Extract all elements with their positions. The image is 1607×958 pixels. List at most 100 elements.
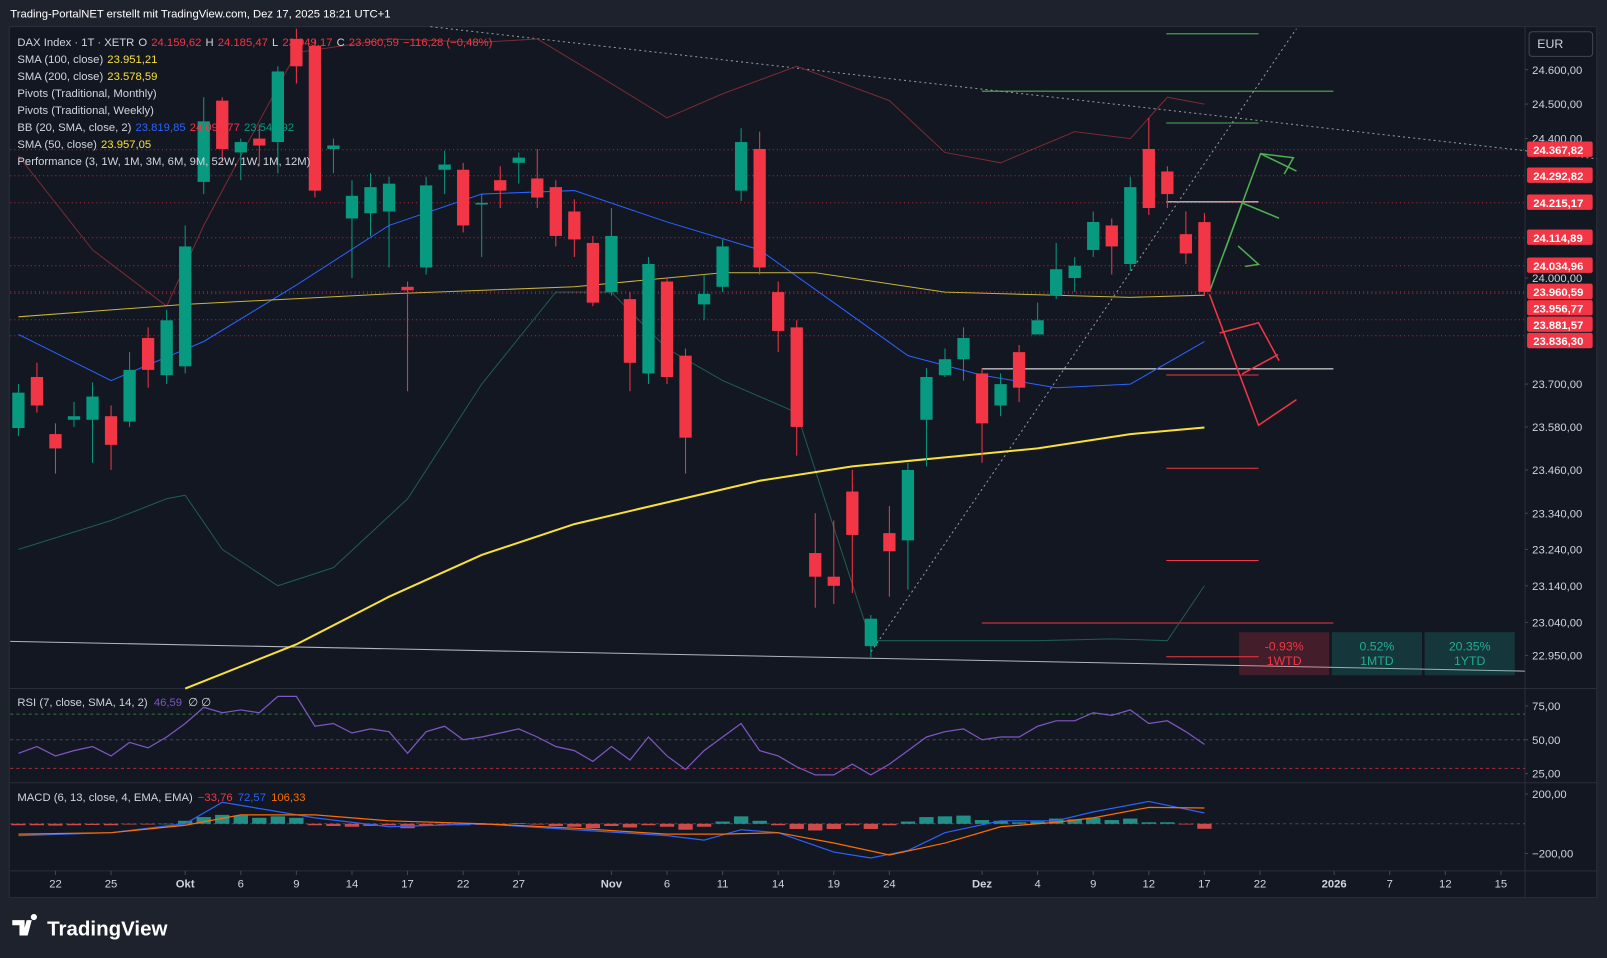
legend-row: Pivots (Traditional, Weekly) (17, 105, 154, 117)
candle-body (716, 246, 729, 287)
x-tick-label: 9 (293, 878, 299, 890)
indicator-line (18, 806, 1205, 856)
macd-histogram-bar (808, 823, 823, 831)
legend-text: MACD (6, 13, close, 4, EMA, EMA) (17, 792, 193, 804)
macd-histogram-bar (48, 823, 63, 826)
x-tick-label: 27 (512, 878, 525, 890)
legend-row: SMA (100, close) 23.951,21 (17, 54, 157, 66)
candle-body (975, 373, 989, 424)
macd-histogram-bar (1160, 822, 1175, 824)
macd-histogram-bar (733, 816, 749, 824)
macd-histogram-bar (530, 823, 545, 825)
legend-text: 23.960,59 (349, 37, 399, 49)
candle-body (994, 384, 1007, 406)
logo-icon (12, 913, 37, 936)
performance-period: 1WTD (1267, 654, 1302, 668)
price-label: 24.034,96 (1533, 261, 1583, 273)
candle-body (846, 491, 859, 535)
legend-row: DAX Index · 1T · XETR O 24.159,62 H 24.185,4… (17, 37, 492, 49)
candle-body (772, 292, 785, 331)
macd-histogram-bar (826, 823, 841, 829)
candle-body (1124, 187, 1137, 264)
legend-text: Performance (3, 1W, 1M, 3M, 6M, 9M, 52W,… (17, 156, 310, 168)
price-label-box (1527, 167, 1593, 183)
price-label-box (1527, 141, 1593, 157)
candle-body (568, 211, 581, 240)
y-tick-label: 24.600,00 (1532, 65, 1582, 77)
macd-histogram-bar (937, 816, 953, 824)
legend-row: BB (20, SMA, close, 2) 23.819,85 24.098,77… (17, 122, 294, 134)
macd-histogram-bar (678, 823, 693, 830)
macd-histogram-bar (845, 823, 860, 826)
legend-text: 23.951,21 (107, 54, 157, 66)
legend-row: Pivots (Traditional, Monthly) (17, 88, 156, 100)
x-tick-label: 2026 (1322, 878, 1347, 890)
legend-text: SMA (100, close) (17, 54, 103, 66)
rsi-line (18, 695, 1205, 776)
candle-body (790, 327, 803, 427)
y-tick-label: 200,00 (1532, 789, 1566, 801)
y-tick-label: 23.140,00 (1532, 581, 1582, 593)
currency[interactable]: EUR (1537, 37, 1563, 51)
header-title: Trading-PortalNET erstellt mit TradingVi… (10, 8, 390, 20)
forecast-arrow (1260, 152, 1295, 175)
legend-row: SMA (50, close) 23.957,05 (17, 139, 151, 151)
macd-histogram-bar (159, 823, 174, 825)
macd-histogram-bar (252, 817, 267, 824)
price-label-box (1527, 332, 1593, 349)
y-tick-label: −200,00 (1532, 849, 1573, 861)
candle-body (512, 157, 525, 163)
candle-body (531, 178, 544, 198)
x-tick-label: 9 (1090, 878, 1096, 890)
price-label-box (1527, 300, 1593, 316)
legend-text: −116,28 (−0,48%) (403, 37, 493, 49)
macd-histogram-bar (1067, 819, 1082, 824)
candle-body (660, 281, 674, 377)
performance-value: -0.93% (1265, 640, 1304, 654)
macd-histogram-bar (1011, 822, 1027, 824)
candle-body (49, 434, 62, 449)
trend-line (10, 640, 1526, 672)
candle-body (419, 185, 433, 268)
y-tick-label: 24.000,00 (1532, 273, 1582, 285)
x-tick-label: 14 (772, 878, 785, 890)
price-label-box (1527, 283, 1593, 300)
y-tick-label: 23.240,00 (1532, 545, 1582, 557)
macd-histogram-bar (604, 823, 619, 827)
macd-histogram-bar (585, 823, 601, 829)
macd-histogram-bar (326, 823, 341, 827)
x-tick-label: Dez (972, 878, 992, 890)
candle-body (364, 187, 377, 214)
forecast-arrow (1241, 353, 1279, 375)
macd-histogram-bar (1030, 821, 1045, 824)
rsi-legend: RSI (7, close, SMA, 14, 2) 46,59 ∅ ∅ (17, 697, 211, 709)
candle-body (679, 355, 692, 438)
logo: TradingView (12, 913, 168, 940)
macd-histogram-bar (418, 823, 434, 827)
legend-text: 23.540,92 (244, 122, 294, 134)
x-tick-label: 12 (1143, 878, 1156, 890)
legend-text: L (272, 37, 278, 49)
macd-histogram-bar (140, 823, 156, 825)
price-label: 24.292,82 (1533, 171, 1583, 183)
candle-body (586, 242, 600, 303)
candle-body (327, 145, 340, 149)
performance-box (1424, 632, 1515, 676)
candle-body (67, 416, 81, 420)
macd-histogram-bar (233, 815, 248, 824)
x-tick-label: 17 (401, 878, 414, 890)
macd-histogram-bar (1086, 817, 1101, 824)
macd-histogram-bar (11, 823, 26, 826)
x-tick-label: 11 (717, 878, 729, 890)
candle-body (938, 359, 952, 376)
x-tick-label: 22 (49, 878, 62, 890)
y-tick-label: 24.400,00 (1532, 134, 1582, 146)
candle-body (86, 396, 99, 420)
x-tick-label: 6 (664, 878, 670, 890)
currency-box[interactable] (1528, 31, 1594, 57)
legend-text: 23.949,17 (282, 37, 332, 49)
legend-text: 23.819,85 (135, 122, 185, 134)
macd-histogram-bar (1141, 822, 1156, 824)
candle-body (957, 337, 970, 360)
